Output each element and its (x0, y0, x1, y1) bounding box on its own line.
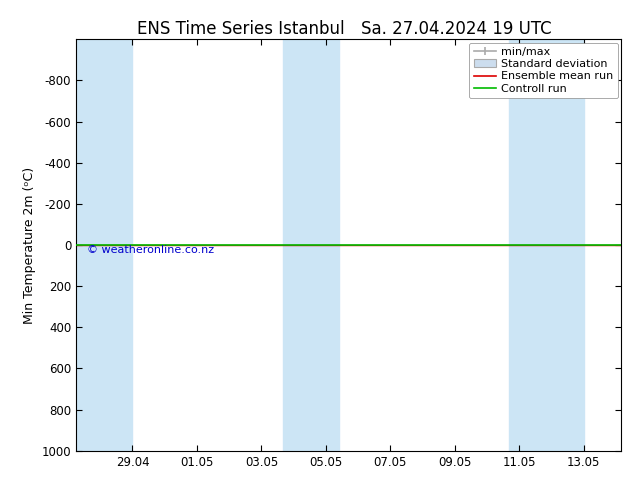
Legend: min/max, Standard deviation, Ensemble mean run, Controll run: min/max, Standard deviation, Ensemble me… (469, 43, 618, 98)
Bar (508, 39, 584, 451)
Text: ENS Time Series Istanbul: ENS Time Series Istanbul (137, 20, 345, 38)
Bar (283, 39, 339, 451)
Y-axis label: Min Temperature 2m (ᵒC): Min Temperature 2m (ᵒC) (23, 167, 36, 323)
Bar (76, 39, 133, 451)
Text: © weatheronline.co.nz: © weatheronline.co.nz (87, 245, 214, 255)
Text: Sa. 27.04.2024 19 UTC: Sa. 27.04.2024 19 UTC (361, 20, 552, 38)
